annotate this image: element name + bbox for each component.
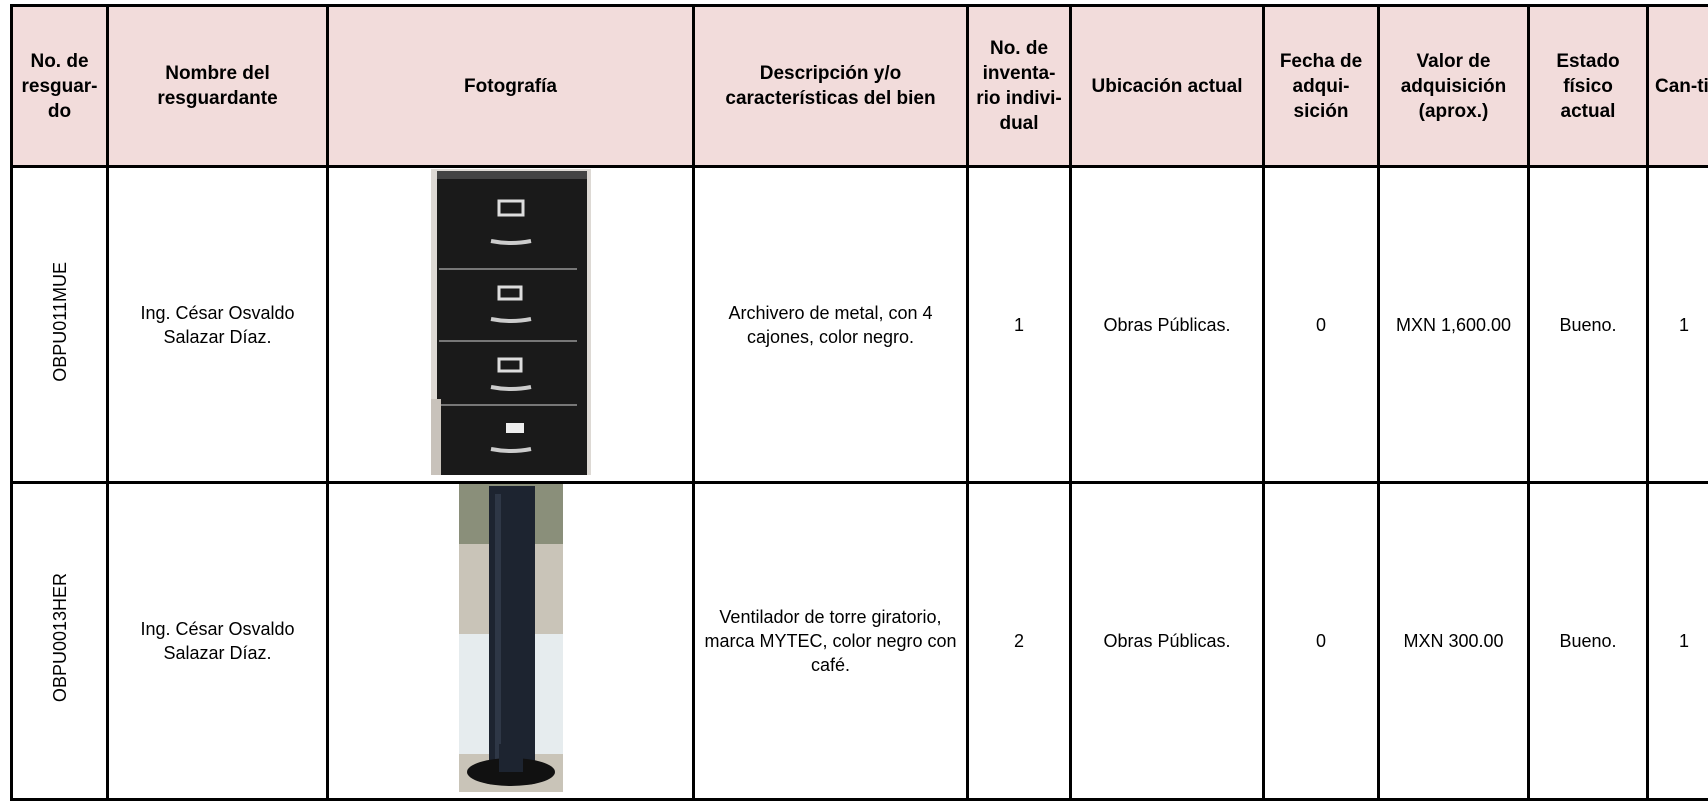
header-cell: Nombre del resguardante	[106, 4, 329, 168]
photo-tower-fan	[458, 484, 563, 792]
cell	[326, 165, 695, 484]
header-cell: No. de inventa-rio indivi-dual	[966, 4, 1072, 168]
header-cell: Fotografía	[326, 4, 695, 168]
cell: MXN 300.00	[1377, 481, 1530, 801]
cell: 0	[1262, 481, 1380, 801]
cell: 0	[1262, 165, 1380, 484]
header-cell: Estado físico actual	[1527, 4, 1649, 168]
header-cell: Descripción y/o características del bien	[692, 4, 969, 168]
cell: MXN 1,600.00	[1377, 165, 1530, 484]
header-cell: Fecha de adqui-sición	[1262, 4, 1380, 168]
item-id: OBPU011MUE	[49, 261, 70, 382]
cell: OBPU0013HER	[10, 481, 109, 801]
cell: Obras Públicas.	[1069, 165, 1265, 484]
cell: Archivero de metal, con 4 cajones, color…	[692, 165, 969, 484]
item-id: OBPU0013HER	[49, 573, 70, 703]
cell: Ing. César Osvaldo Salazar Díaz.	[106, 165, 329, 484]
cell: Ing. César Osvaldo Salazar Díaz.	[106, 481, 329, 801]
header-row: No. de resguar-do Nombre del resguardant…	[10, 4, 1708, 168]
cell: 1	[1646, 481, 1708, 801]
table-row: OBPU011MUE Ing. César Osvaldo Salazar Dí…	[10, 165, 1708, 484]
header-cell: No. de resguar-do	[10, 4, 109, 168]
cell: OBPU011MUE	[10, 165, 109, 484]
cell: Bueno.	[1527, 165, 1649, 484]
cell: 1	[966, 165, 1072, 484]
cell	[326, 481, 695, 801]
cell: Obras Públicas.	[1069, 481, 1265, 801]
cell: 1	[1646, 165, 1708, 484]
inventory-table: No. de resguar-do Nombre del resguardant…	[10, 4, 1708, 801]
header-cell: Can-ti-dad	[1646, 4, 1708, 168]
cell: 2	[966, 481, 1072, 801]
cell: Ventilador de torre giratorio, marca MYT…	[692, 481, 969, 801]
header-cell: Valor de adquisición (aprox.)	[1377, 4, 1530, 168]
header-cell: Ubicación actual	[1069, 4, 1265, 168]
photo-filing-cabinet	[430, 168, 591, 475]
table-row: OBPU0013HER Ing. César Osvaldo Salazar D…	[10, 481, 1708, 801]
cell: Bueno.	[1527, 481, 1649, 801]
